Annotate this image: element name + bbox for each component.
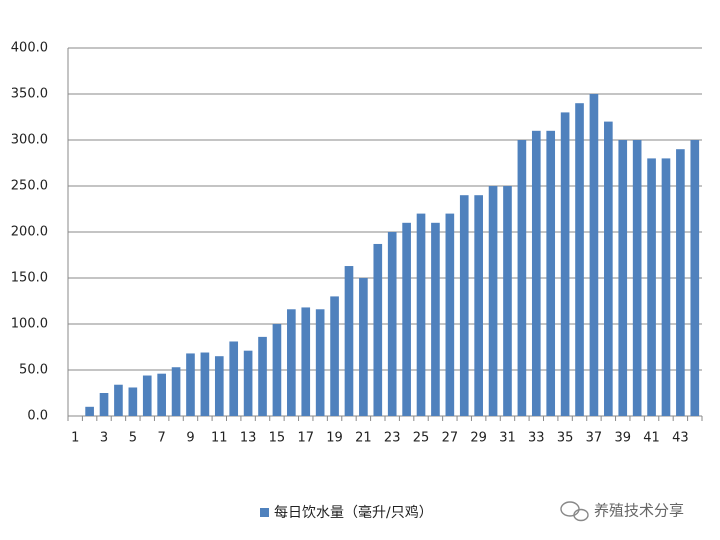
x-tick-label: 33 (528, 431, 545, 446)
x-tick-label: 17 (297, 431, 314, 446)
x-tick-label: 31 (499, 431, 516, 446)
x-tick-label: 23 (384, 431, 401, 446)
bar (560, 112, 570, 417)
x-tick-label: 27 (442, 431, 459, 446)
x-tick-label: 39 (614, 431, 631, 446)
y-tick-label: 400.0 (11, 41, 48, 56)
y-tick-label: 300.0 (11, 133, 48, 148)
bar (373, 243, 383, 416)
bar (575, 103, 584, 416)
x-tick-label: 11 (211, 431, 228, 446)
bar (301, 307, 311, 416)
y-tick-label: 350.0 (11, 87, 48, 102)
bar (287, 309, 296, 416)
bar (330, 296, 339, 416)
bar (604, 121, 613, 416)
x-tick-label: 3 (100, 431, 108, 446)
x-tick-label: 25 (413, 431, 430, 446)
x-tick-label: 37 (586, 431, 603, 446)
bar (99, 393, 109, 416)
bar (503, 186, 512, 416)
bar (229, 341, 239, 416)
bar (459, 195, 469, 416)
bar (402, 222, 411, 416)
x-tick-label: 1 (71, 431, 79, 446)
bar (214, 356, 224, 416)
x-tick-label: 43 (672, 431, 689, 446)
bar (416, 213, 426, 416)
bar (632, 140, 642, 416)
bar (546, 130, 556, 417)
bar (157, 373, 166, 416)
bar (243, 350, 253, 416)
bar (589, 94, 599, 416)
bar (690, 140, 700, 416)
bar (128, 387, 138, 416)
bar (531, 130, 541, 417)
y-tick-label: 200.0 (11, 225, 48, 240)
x-tick-label: 9 (186, 431, 194, 446)
bar (200, 352, 210, 416)
bar (114, 384, 123, 416)
x-tick-label: 41 (643, 431, 660, 446)
bar (315, 309, 325, 416)
bar (647, 158, 656, 416)
x-tick-label: 13 (240, 431, 257, 446)
bar (344, 266, 354, 416)
y-tick-label: 0.0 (27, 409, 48, 424)
x-tick-label: 35 (557, 431, 574, 446)
x-tick-label: 5 (129, 431, 137, 446)
watermark-icon (560, 501, 589, 522)
bar (661, 158, 671, 416)
bar (142, 375, 152, 416)
x-tick-label: 21 (355, 431, 372, 446)
bar (171, 367, 181, 416)
legend-label: 每日饮水量（毫升/只鸡） (274, 504, 433, 521)
bar (258, 336, 267, 416)
watermark: 养殖技术分享 (594, 502, 684, 520)
bar (676, 149, 685, 416)
bar (517, 140, 527, 416)
bar (488, 186, 498, 416)
y-tick-label: 100.0 (11, 317, 48, 332)
x-tick-label: 19 (326, 431, 343, 446)
bar (474, 195, 483, 416)
x-tick-label: 15 (269, 431, 286, 446)
bar (186, 353, 195, 416)
bar (618, 140, 628, 416)
y-tick-label: 50.0 (19, 363, 48, 378)
bar (272, 324, 282, 416)
bar (359, 278, 368, 416)
legend-swatch (260, 508, 269, 517)
y-tick-label: 250.0 (11, 179, 48, 194)
bar (431, 222, 440, 416)
bar (85, 406, 94, 416)
bar (445, 213, 455, 416)
bar (387, 232, 397, 416)
x-tick-label: 29 (470, 431, 487, 446)
x-tick-label: 7 (158, 431, 166, 446)
y-tick-label: 150.0 (11, 271, 48, 286)
